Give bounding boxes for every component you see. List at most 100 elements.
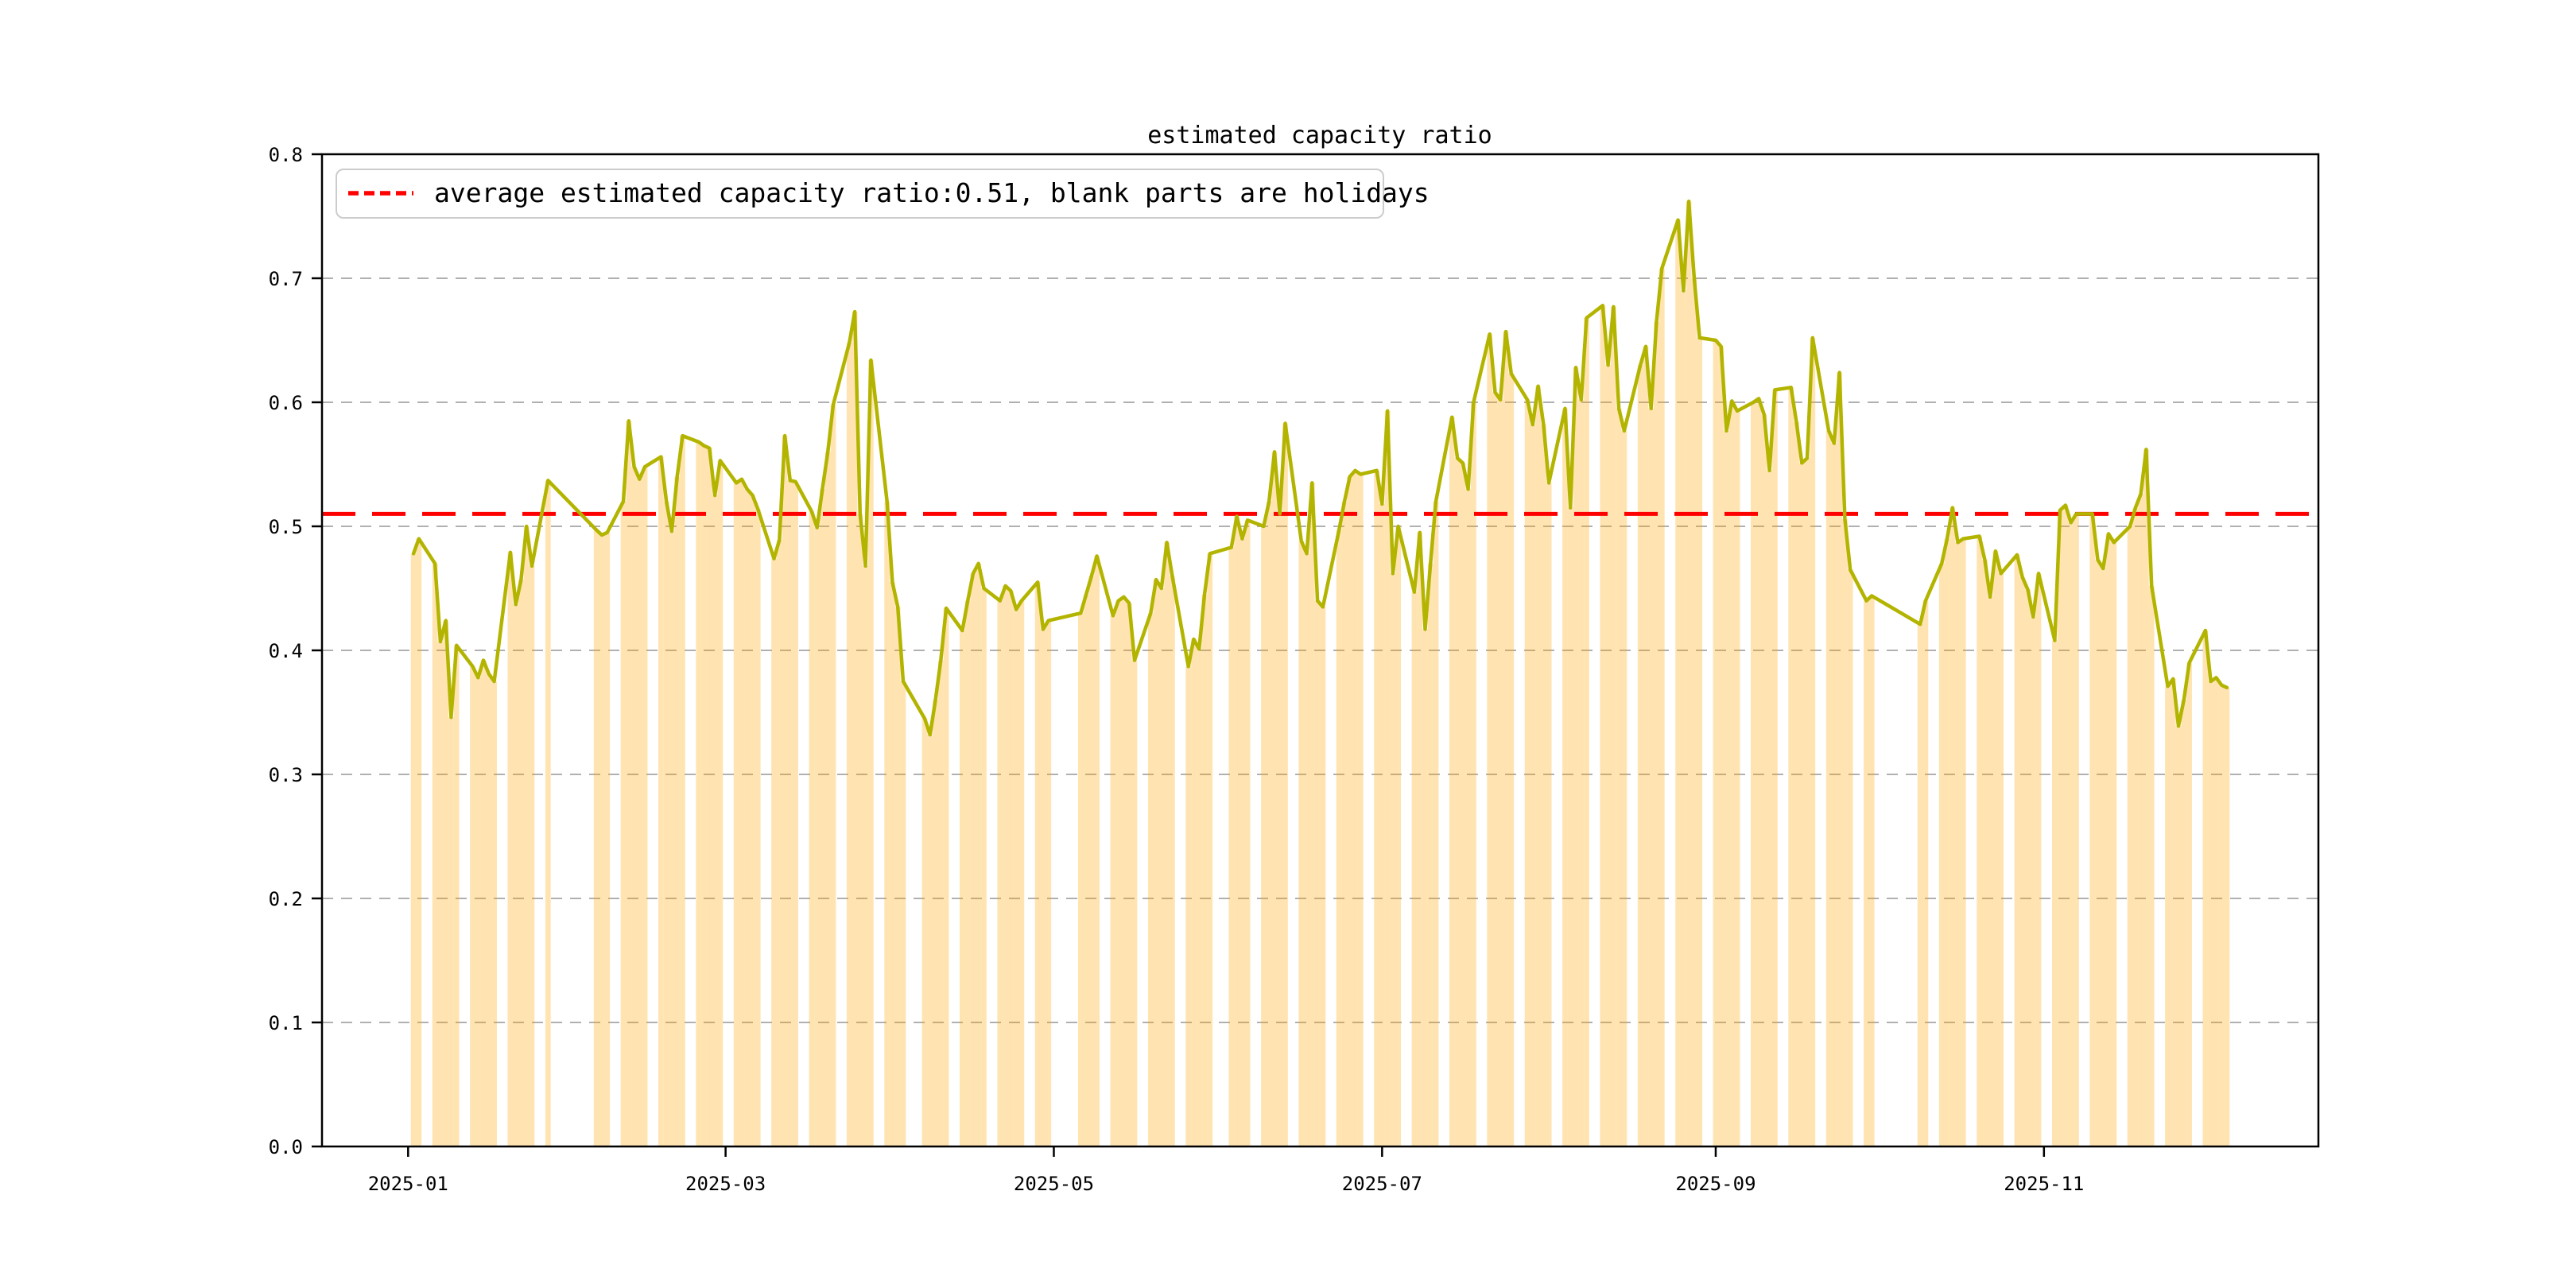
bar	[1654, 321, 1659, 1147]
bar	[669, 531, 675, 1146]
bar	[1810, 337, 1816, 1146]
bar	[1868, 596, 1875, 1146]
bar	[2105, 533, 2112, 1146]
bar	[884, 501, 890, 1146]
bar	[1352, 470, 1358, 1146]
bar	[1508, 374, 1515, 1146]
bar	[2208, 681, 2214, 1146]
bar	[1497, 399, 1503, 1146]
bar	[970, 573, 976, 1146]
bar	[1088, 576, 1095, 1146]
bar	[890, 582, 895, 1146]
x-tick-label: 2025-03	[685, 1173, 766, 1195]
bar	[1201, 594, 1208, 1146]
bar	[1600, 305, 1606, 1146]
bar	[1298, 541, 1305, 1146]
bar	[475, 677, 481, 1146]
bar	[1917, 624, 1923, 1146]
bar	[1239, 538, 1245, 1146]
bar	[1314, 600, 1321, 1146]
workday-bars	[410, 201, 2230, 1147]
bar	[976, 563, 982, 1146]
bar	[1034, 582, 1041, 1146]
bar	[1018, 600, 1025, 1146]
bar	[1094, 556, 1100, 1146]
x-axis-ticks: 2025-01 2025-03 2025-05 2025-07 2025-09 2025-…	[368, 1146, 2084, 1195]
y-axis-ticks: 0.0 0.1 0.2 0.3 0.4 0.5 0.6 0.7 0.8	[269, 144, 322, 1158]
bar	[1540, 425, 1546, 1146]
bar	[1244, 520, 1251, 1146]
bar	[1605, 365, 1611, 1146]
bar	[642, 467, 648, 1146]
bar	[2089, 514, 2096, 1146]
bar	[480, 660, 487, 1146]
bar	[1077, 613, 1084, 1146]
bar	[900, 681, 906, 1146]
x-tick-label: 2025-09	[1675, 1173, 1755, 1195]
x-tick-label: 2025-11	[2004, 1173, 2084, 1195]
bar	[1147, 613, 1154, 1146]
bar	[410, 553, 417, 1146]
bar	[1825, 430, 1832, 1146]
bar	[863, 565, 868, 1146]
bar	[933, 700, 938, 1146]
bar	[1761, 414, 1767, 1146]
bar	[701, 445, 707, 1146]
bar	[706, 448, 712, 1146]
bar	[1266, 501, 1272, 1146]
bar	[1487, 334, 1493, 1146]
bar	[820, 489, 825, 1146]
bar	[1379, 503, 1385, 1146]
bar	[1944, 538, 1950, 1146]
bar	[1535, 386, 1541, 1147]
bar	[1320, 607, 1326, 1146]
bar	[1304, 553, 1309, 1146]
bar	[1734, 410, 1740, 1146]
bar	[626, 421, 632, 1146]
bar	[432, 563, 438, 1146]
bar	[2132, 507, 2139, 1146]
bar	[1003, 585, 1008, 1146]
bar	[1196, 649, 1202, 1146]
bar	[1955, 542, 1961, 1146]
bar	[960, 630, 965, 1146]
bar	[680, 436, 685, 1146]
bar	[1341, 501, 1348, 1146]
bar	[1697, 337, 1703, 1146]
bar	[529, 565, 535, 1146]
bar	[1584, 317, 1589, 1146]
bar	[921, 718, 928, 1146]
x-tick-label: 2025-01	[368, 1173, 448, 1195]
bar	[2186, 662, 2192, 1146]
y-tick-label: 0.3	[269, 764, 303, 786]
bar	[1503, 332, 1509, 1147]
bar	[857, 514, 863, 1146]
bar	[663, 501, 669, 1146]
bar	[733, 483, 739, 1146]
bar	[937, 660, 944, 1146]
bar	[1524, 399, 1530, 1146]
bar	[1207, 553, 1213, 1146]
bar	[964, 600, 971, 1146]
bar	[1046, 620, 1052, 1146]
bar	[1767, 470, 1773, 1146]
bar	[1433, 501, 1439, 1146]
bar	[1013, 609, 1019, 1146]
bar	[1573, 367, 1579, 1146]
bar	[1567, 507, 1573, 1146]
bar	[1234, 516, 1240, 1146]
bar	[2014, 554, 2020, 1146]
bar	[1083, 594, 1089, 1146]
bar	[1282, 423, 1288, 1146]
bar	[1977, 536, 1982, 1146]
bar	[1724, 430, 1729, 1146]
bar	[1427, 563, 1433, 1146]
bar	[2035, 573, 2042, 1146]
y-tick-label: 0.7	[269, 268, 303, 290]
bar	[1804, 458, 1810, 1146]
bar	[1454, 458, 1461, 1146]
bar	[448, 717, 454, 1146]
bar	[1422, 629, 1428, 1146]
bar	[2218, 685, 2225, 1146]
